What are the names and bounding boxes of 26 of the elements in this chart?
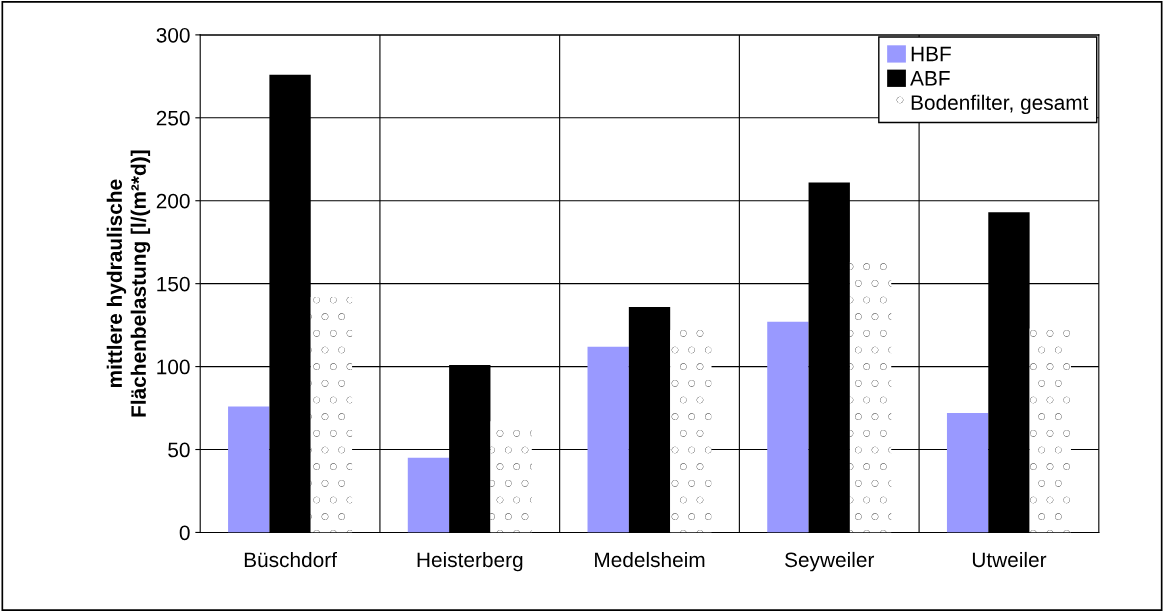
y-tick-label: 300 xyxy=(156,27,190,43)
y-tick-label: 0 xyxy=(179,525,190,541)
legend-label: Bodenfilter, gesamt xyxy=(911,94,1089,115)
x-tick-label: Medelsheim xyxy=(595,551,705,568)
y-tick-label: 50 xyxy=(168,442,190,458)
legend-label: ABF xyxy=(910,71,950,86)
x-tick-label: Heisterberg xyxy=(417,551,523,572)
y-tick-label: 150 xyxy=(157,276,190,292)
bar xyxy=(849,262,892,533)
legend-label: HBF xyxy=(911,46,951,62)
bar xyxy=(1029,328,1071,533)
y-tick-label: 100 xyxy=(157,359,190,375)
bar xyxy=(490,421,532,533)
bar xyxy=(228,406,270,533)
bar xyxy=(946,413,989,533)
x-tick-label: Utweiler xyxy=(972,551,1047,568)
y-axis-title: mittlere hydraulische Flächenbelastung [l/(m²*d)] xyxy=(106,150,151,417)
y-tick-label: 200 xyxy=(156,193,190,209)
y-tick-label: 250 xyxy=(156,110,190,126)
bar xyxy=(407,457,450,533)
bar xyxy=(587,346,629,533)
bar xyxy=(310,296,353,533)
bar xyxy=(767,321,809,533)
x-tick-label: Seyweiler xyxy=(785,551,875,572)
x-tick-label: Büschdorf xyxy=(244,551,337,568)
bar xyxy=(670,330,712,533)
